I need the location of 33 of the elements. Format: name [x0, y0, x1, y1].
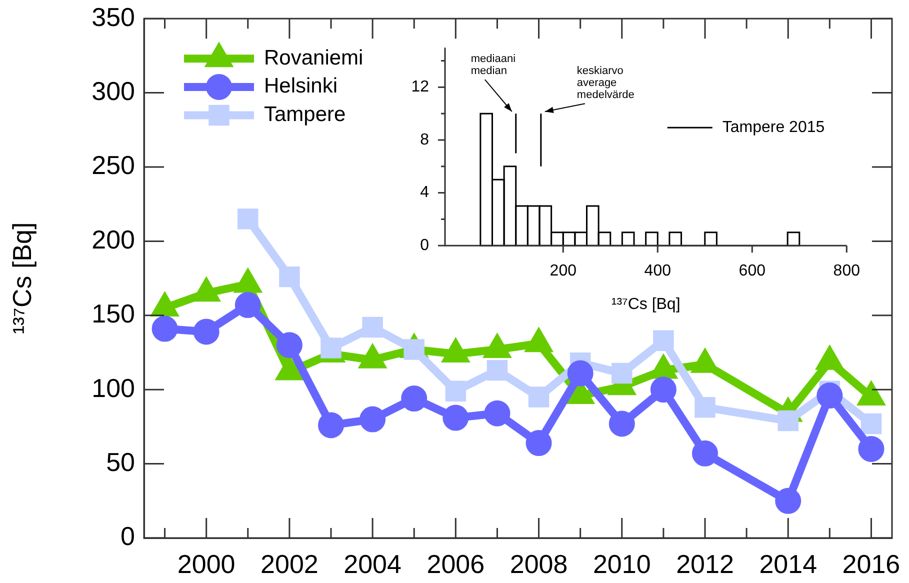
y-tick-label: 150 — [92, 298, 135, 329]
x-tick-label: 2006 — [426, 548, 485, 579]
annotation: mediaani median — [470, 53, 516, 78]
x-tick-label: 2010 — [592, 548, 651, 579]
legend-label: Tampere — [264, 103, 346, 126]
x-tick-label: 2000 — [177, 548, 236, 579]
y-tick-label: 200 — [92, 224, 135, 254]
x-tick-label: 800 — [833, 262, 860, 280]
x-tick-label: 2002 — [260, 548, 318, 579]
x-tick-label: 2016 — [842, 548, 900, 579]
y-tick-label: 8 — [420, 131, 430, 148]
annotation: keskiarvo average medelvärde — [576, 65, 634, 102]
y-axis-title: ¹³⁷Cs [Bq] — [6, 222, 37, 334]
y-tick-label: 12 — [411, 78, 430, 96]
y-tick-label: 250 — [92, 150, 135, 180]
y-tick-label: 300 — [92, 76, 135, 106]
x-tick-label: 400 — [644, 262, 672, 280]
y-tick-label: 0 — [420, 237, 430, 254]
y-tick-label: 0 — [120, 521, 135, 552]
y-tick-label: 50 — [106, 446, 135, 477]
y-tick-label: 350 — [92, 2, 135, 32]
x-axis-title: ¹³⁷Cs [Bq] — [611, 296, 680, 313]
x-tick-label: 2008 — [510, 548, 568, 579]
legend-label: Helsinki — [264, 74, 338, 98]
y-tick-label: 100 — [92, 372, 135, 403]
x-tick-label: 200 — [550, 262, 577, 280]
x-tick-label: 600 — [738, 262, 766, 280]
legend-label: Rovaniemi — [264, 46, 364, 70]
legend-label: Tampere 2015 — [722, 119, 825, 136]
x-tick-label: 2004 — [344, 548, 402, 579]
y-tick-label: 4 — [420, 184, 430, 202]
x-tick-label: 2014 — [759, 548, 818, 579]
x-tick-label: 2012 — [676, 548, 734, 579]
